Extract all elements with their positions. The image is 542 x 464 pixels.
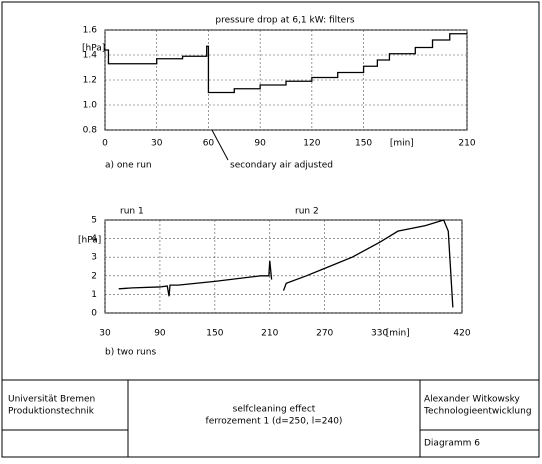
chart-subtitle: a) one run (105, 161, 152, 171)
plot-frame (104, 219, 463, 314)
data-line (118, 219, 454, 308)
y-tick-label: 0.8 (83, 126, 98, 136)
y-tick-label: 0 (91, 309, 97, 319)
page-frame (1, 1, 540, 458)
x-axis-label: [min] (386, 329, 410, 339)
annotation: secondary air adjusted (230, 161, 333, 171)
y-tick-label: 1.2 (83, 76, 97, 86)
annotation: run 2 (295, 207, 319, 217)
x-tick-label: 0 (102, 139, 108, 149)
x-tick-label: 270 (316, 329, 333, 339)
author: Technologieentwicklung (423, 407, 532, 417)
x-tick-label: 210 (458, 139, 475, 149)
x-tick-label: 150 (206, 329, 223, 339)
data-line (105, 33, 467, 94)
y-tick-label: 2 (91, 271, 97, 281)
y-axis-label: [hPa] (82, 44, 105, 54)
x-tick-label: 60 (203, 139, 215, 149)
subject: ferrozement 1 (d=250, l=240) (206, 417, 343, 427)
x-tick-label: 210 (261, 329, 278, 339)
y-tick-label: 3 (91, 253, 97, 263)
y-tick-label: 1.4 (83, 51, 98, 61)
x-tick-label: 150 (355, 139, 372, 149)
x-tick-label: 90 (154, 329, 166, 339)
annotation: run 1 (120, 207, 144, 217)
x-tick-label: 330 (371, 329, 388, 339)
x-tick-label: 30 (99, 329, 111, 339)
x-axis-label: [min] (390, 139, 414, 149)
y-tick-label: 1.6 (83, 26, 98, 36)
institution: Universität Bremen (8, 395, 95, 405)
y-tick-label: 1.0 (83, 101, 98, 111)
y-axis-label: [hPa] (78, 236, 101, 246)
annotation-arrow (211, 129, 229, 161)
x-tick-label: 420 (453, 329, 470, 339)
sheet: Diagramm 6 (424, 439, 480, 449)
x-tick-label: 30 (151, 139, 163, 149)
x-tick-label: 90 (254, 139, 266, 149)
author: Alexander Witkowsky (424, 395, 520, 405)
subject: selfcleaning effect (233, 405, 316, 415)
chart-subtitle: b) two runs (105, 348, 156, 358)
institution: Produktionstechnik (8, 407, 95, 417)
y-tick-label: 1 (91, 290, 97, 300)
chart-title: pressure drop at 6,1 kW: filters (215, 16, 355, 26)
y-tick-label: 4 (91, 234, 97, 244)
y-tick-label: 5 (91, 216, 97, 226)
x-tick-label: 120 (303, 139, 320, 149)
